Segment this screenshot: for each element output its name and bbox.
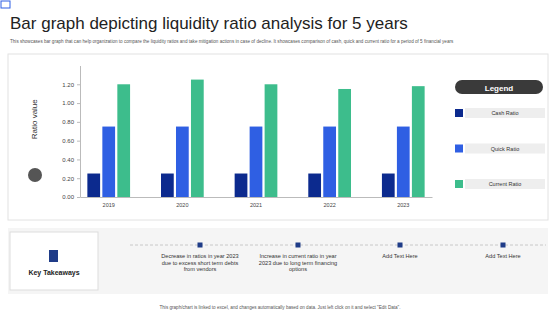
takeaway-text: Add Text Here xyxy=(485,253,520,259)
timeline-dot xyxy=(198,243,203,248)
bar xyxy=(397,127,410,197)
footer: This graph/chart is linked to excel, and… xyxy=(160,305,401,310)
x-tick-label: 2023 xyxy=(397,202,409,208)
x-tick: 2023 xyxy=(397,197,409,208)
x-tick: 2021 xyxy=(250,197,262,208)
legend-label: Current Ratio xyxy=(489,181,522,187)
y-tick-mark xyxy=(77,122,80,123)
takeaway-text: Increase in current ratio in year2023 du… xyxy=(259,253,337,272)
x-tick-label: 2021 xyxy=(250,202,262,208)
legend-swatch xyxy=(455,109,463,117)
x-axis: 2019 2020 2021 2022 2023 xyxy=(81,197,433,208)
takeaways-icon-box xyxy=(10,232,98,290)
legend-swatch xyxy=(455,180,463,188)
x-tick: 2019 xyxy=(103,197,115,208)
takeaways-title: Key Takeaways xyxy=(28,269,79,277)
bar xyxy=(265,84,278,197)
bar xyxy=(191,80,204,197)
timeline-dot xyxy=(398,243,403,248)
takeaway-text: Decrease in ratios in year 2023due to ex… xyxy=(161,253,238,272)
y-tick: 1.00 xyxy=(62,100,80,106)
bar xyxy=(117,84,130,197)
legend-item-bg xyxy=(465,108,545,118)
y-tick-mark xyxy=(77,141,80,142)
y-tick-label: 0.80 xyxy=(62,119,74,125)
legend-label: Quick Ratio xyxy=(491,146,519,152)
dollar-icon xyxy=(28,168,42,182)
x-tick: 2022 xyxy=(324,197,336,208)
y-axis-title: Ratio value xyxy=(30,99,39,140)
y-tick: 0.20 xyxy=(62,176,80,182)
legend-title-bg xyxy=(455,80,543,94)
y-tick-label: 0.40 xyxy=(62,157,74,163)
x-tick-label: 2019 xyxy=(103,202,115,208)
y-tick-label: 1.00 xyxy=(62,100,74,106)
y-tick: 0.00 xyxy=(62,194,80,200)
x-tick: 2020 xyxy=(176,197,188,208)
y-tick: 0.40 xyxy=(62,157,80,163)
y-axis: 0.00 0.20 0.40 0.60 0.80 1.00 1.20 xyxy=(62,66,80,200)
y-tick-mark xyxy=(77,103,80,104)
bar xyxy=(87,174,100,197)
y-tick-mark xyxy=(77,178,80,179)
y-tick-label: 0.20 xyxy=(62,176,74,182)
bar xyxy=(338,89,351,197)
subtitle: This showcases bar graph that can help o… xyxy=(10,39,454,44)
timeline-dot xyxy=(501,243,506,248)
bar xyxy=(161,174,174,197)
legend: Legend Cash Ratio Quick Ratio Current Ratio xyxy=(455,80,545,189)
y-tick-label: 0.00 xyxy=(62,194,74,200)
bar xyxy=(250,127,263,197)
corner-icon xyxy=(1,1,10,8)
takeaways-panel xyxy=(8,228,548,294)
bar xyxy=(323,127,336,197)
y-tick: 0.80 xyxy=(62,119,80,125)
chart-panel xyxy=(8,54,548,220)
legend-title: Legend xyxy=(485,84,514,93)
x-tick-label: 2020 xyxy=(176,202,188,208)
legend-item-bg xyxy=(465,144,545,154)
takeaway-text: Add Text Here xyxy=(382,253,417,259)
y-tick-mark xyxy=(77,197,80,198)
y-tick: 0.60 xyxy=(62,138,80,144)
takeaways-icon xyxy=(49,250,58,262)
bars xyxy=(87,80,424,197)
y-tick-mark xyxy=(77,84,80,85)
bar xyxy=(382,174,395,197)
y-tick-label: 1.20 xyxy=(62,82,74,88)
x-axis-line xyxy=(81,197,433,198)
bar xyxy=(102,127,115,197)
y-tick: 1.20 xyxy=(62,82,80,88)
bar xyxy=(308,174,321,197)
bar xyxy=(235,174,248,197)
legend-swatch xyxy=(455,145,463,153)
timeline-dot xyxy=(296,243,301,248)
y-axis-line xyxy=(80,66,81,198)
legend-item-bg xyxy=(465,179,545,189)
y-tick-label: 0.60 xyxy=(62,138,74,144)
legend-label: Cash Ratio xyxy=(491,110,518,116)
y-tick-mark xyxy=(77,159,80,160)
title: Bar graph depicting liquidity ratio anal… xyxy=(10,14,408,33)
x-tick-label: 2022 xyxy=(324,202,336,208)
bar xyxy=(176,127,189,197)
timeline xyxy=(130,245,546,246)
bar xyxy=(412,86,425,197)
